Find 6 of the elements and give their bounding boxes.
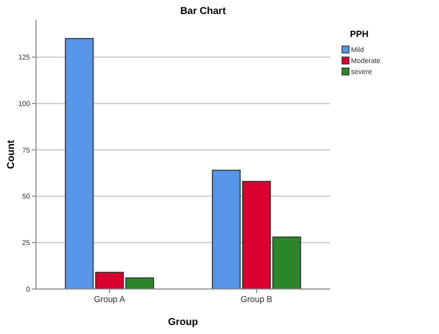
x-tick-label: Group A <box>94 294 126 304</box>
x-tick-label: Group B <box>240 294 273 304</box>
x-axis-title: Group <box>168 317 198 328</box>
y-axis-title: Count <box>6 139 17 169</box>
legend-title: PPH <box>350 29 369 39</box>
chart-title: Bar Chart <box>180 6 226 17</box>
